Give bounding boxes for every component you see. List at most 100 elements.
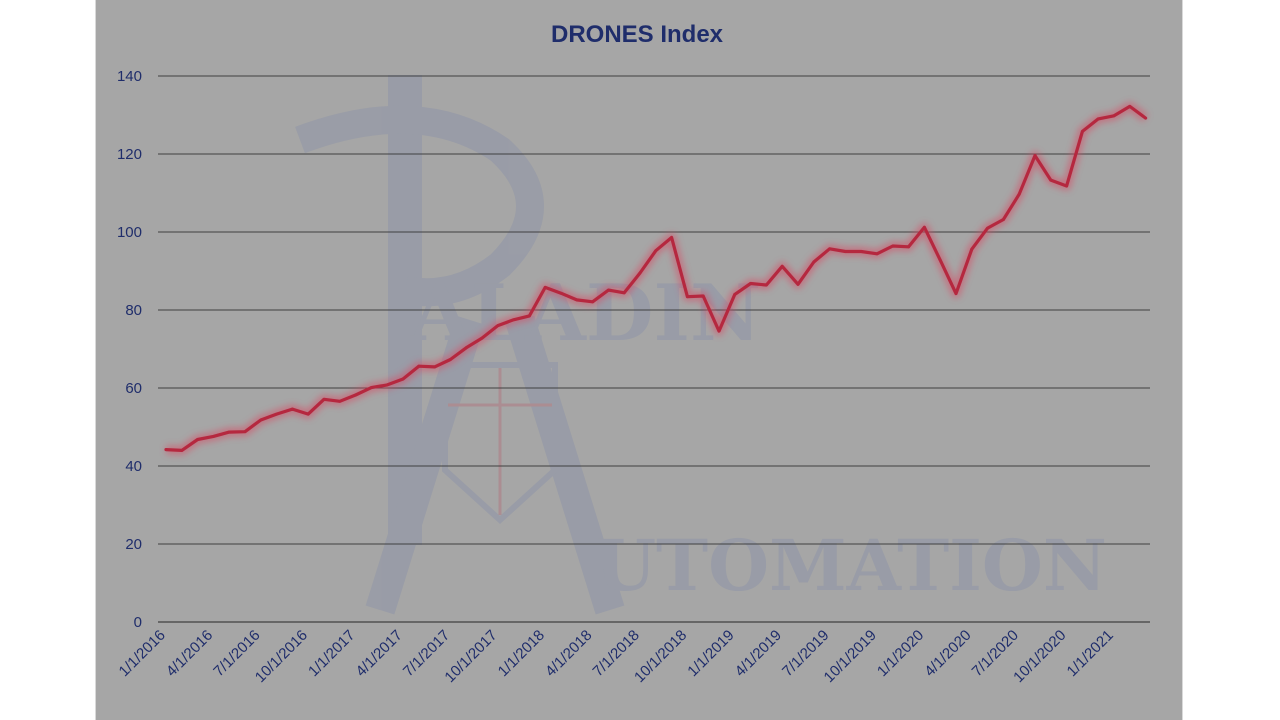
watermark-a-right-leg: [505, 315, 625, 615]
x-tick-label: 4/1/2016: [163, 627, 216, 680]
x-tick-label: 1/1/2019: [684, 627, 737, 680]
x-tick-label: 10/1/2017: [441, 627, 500, 686]
x-axis-tick-labels: 1/1/20164/1/20167/1/201610/1/20161/1/201…: [116, 627, 1117, 686]
data-point: [780, 264, 784, 268]
watermark-p-bowl: [295, 105, 544, 307]
y-axis-tick-labels: 0 20 40 60 80 100 120 140: [117, 68, 142, 631]
x-tick-label: 1/1/2021: [1064, 627, 1117, 680]
data-point: [654, 249, 658, 253]
x-tick-label: 4/1/2017: [353, 627, 406, 680]
data-point: [1128, 105, 1132, 108]
x-tick-label: 10/1/2018: [631, 627, 690, 686]
data-point: [275, 412, 278, 416]
x-tick-label: 4/1/2019: [732, 627, 785, 680]
data-point: [828, 247, 831, 251]
data-point: [243, 430, 247, 434]
series-layer: [164, 101, 1149, 455]
chart-title: DRONES Index: [551, 21, 724, 48]
data-point: [322, 397, 326, 401]
data-point: [701, 294, 705, 298]
x-tick-label: 4/1/2018: [542, 627, 595, 680]
data-point: [306, 412, 310, 416]
data-point: [859, 250, 863, 253]
y-tick-label: 20: [125, 536, 142, 553]
data-point: [923, 225, 926, 229]
x-tick-label: 10/1/2020: [1010, 627, 1069, 686]
data-point: [433, 365, 436, 369]
data-point: [480, 336, 484, 340]
data-point: [591, 300, 594, 304]
data-point: [844, 250, 847, 253]
data-point: [401, 377, 405, 381]
x-tick-label: 4/1/2020: [921, 627, 974, 680]
data-point: [227, 430, 231, 434]
data-point: [464, 346, 468, 350]
data-point: [875, 252, 879, 256]
watermark-shield: [442, 362, 558, 525]
chart-panel: [95, 0, 1183, 720]
data-point: [575, 298, 579, 302]
data-point: [970, 247, 974, 251]
data-point: [417, 364, 421, 368]
data-point: [717, 329, 721, 333]
data-point: [559, 291, 563, 295]
x-tick-label: 10/1/2016: [252, 627, 311, 686]
data-point: [1002, 218, 1005, 221]
data-point: [528, 314, 531, 318]
y-tick-label: 140: [117, 68, 142, 85]
data-point: [1017, 192, 1021, 196]
data-point: [196, 438, 200, 441]
data-point: [622, 291, 626, 295]
data-point: [259, 418, 263, 422]
x-tick-label: 1/1/2018: [495, 627, 548, 680]
data-point: [370, 386, 373, 390]
watermark-a-left-leg: [365, 315, 485, 615]
watermark-logo: ALADIN UTOMATION: [295, 75, 1107, 615]
data-point: [1081, 129, 1084, 133]
data-point: [354, 393, 357, 397]
data-point: [986, 226, 989, 230]
y-tick-label: 120: [117, 146, 142, 163]
data-point: [212, 434, 215, 438]
data-point: [670, 236, 673, 239]
data-point: [512, 318, 515, 322]
data-point: [638, 271, 642, 275]
data-point: [733, 293, 737, 296]
data-point: [1049, 178, 1053, 182]
watermark-text-bottom: UTOMATION: [595, 524, 1107, 607]
y-tick-label: 60: [125, 380, 142, 397]
data-point: [449, 358, 452, 361]
data-point: [496, 324, 500, 327]
x-tick-label: 1/1/2016: [116, 627, 169, 680]
data-point: [1065, 184, 1068, 188]
data-point: [1096, 117, 1100, 121]
y-tick-label: 80: [125, 302, 142, 319]
data-point: [765, 283, 768, 287]
data-point: [1144, 116, 1147, 120]
data-point: [1112, 114, 1116, 118]
data-point: [291, 407, 294, 411]
data-point: [954, 292, 958, 296]
y-tick-label: 100: [117, 224, 142, 241]
data-point: [891, 244, 895, 248]
data-point: [338, 399, 342, 403]
y-tick-label: 0: [134, 614, 142, 631]
x-tick-label: 1/1/2020: [874, 627, 927, 680]
data-point: [686, 295, 689, 299]
data-point: [1033, 154, 1037, 157]
data-point: [907, 245, 910, 249]
y-tick-label: 40: [125, 458, 142, 475]
x-tick-label: 1/1/2017: [305, 627, 358, 680]
data-point: [796, 282, 800, 286]
data-point: [938, 258, 942, 262]
data-point: [812, 260, 816, 264]
data-point: [543, 285, 547, 289]
data-point: [385, 383, 389, 387]
data-point: [607, 288, 610, 292]
data-point: [164, 448, 168, 452]
data-point: [749, 282, 752, 285]
x-tick-label: 10/1/2019: [821, 627, 880, 686]
data-point: [180, 449, 184, 452]
